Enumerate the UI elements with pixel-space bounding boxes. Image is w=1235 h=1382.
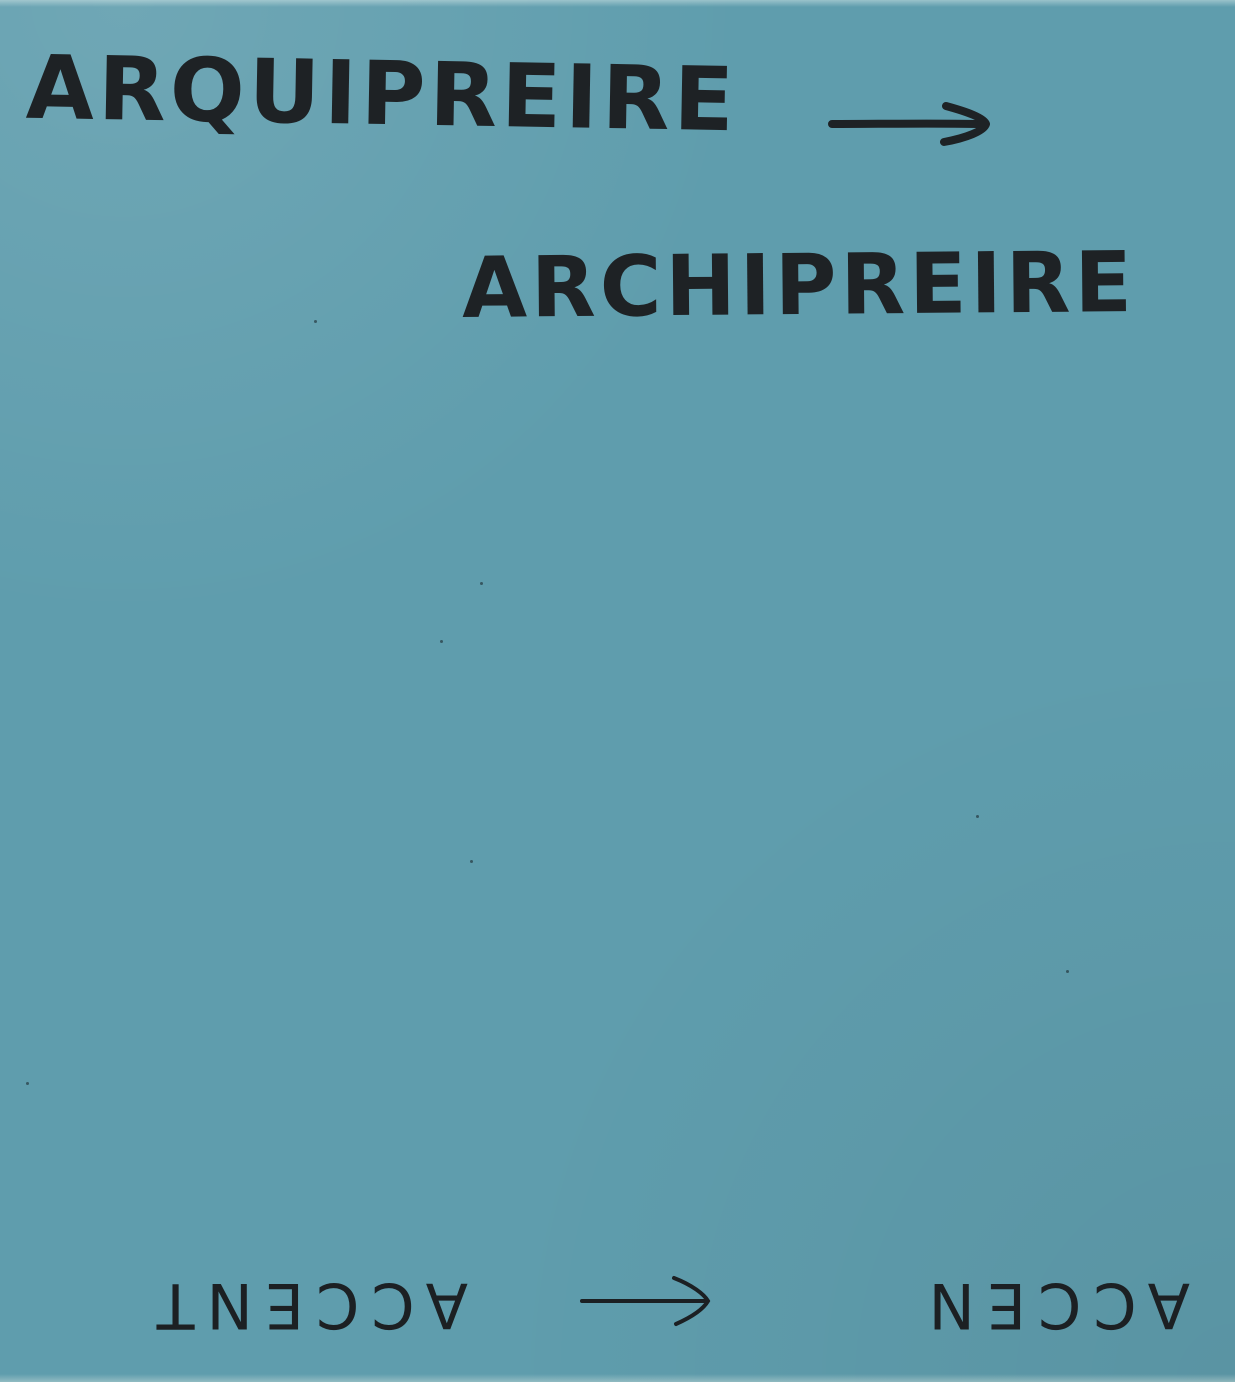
right-arrow-icon (828, 102, 990, 146)
upside-down-note: ACCEN ACCENT (145, 1252, 1198, 1352)
left-arrow-icon (580, 1276, 711, 1326)
accent-word-left: ACCEN (916, 1269, 1190, 1342)
target-word: ARCHIPREIRE (461, 233, 1137, 337)
ink-speck (470, 860, 473, 863)
ink-speck (314, 320, 317, 323)
scan-bottom-edge (0, 1374, 1235, 1382)
scan-top-edge (0, 0, 1235, 7)
ink-speck (1066, 970, 1069, 973)
ink-speck (976, 815, 979, 818)
source-word: ARQUIPREIRE (25, 35, 739, 152)
ink-speck (26, 1082, 29, 1085)
ink-speck (440, 640, 443, 643)
accent-word-right: ACCENT (144, 1269, 468, 1342)
ink-speck (480, 582, 483, 585)
